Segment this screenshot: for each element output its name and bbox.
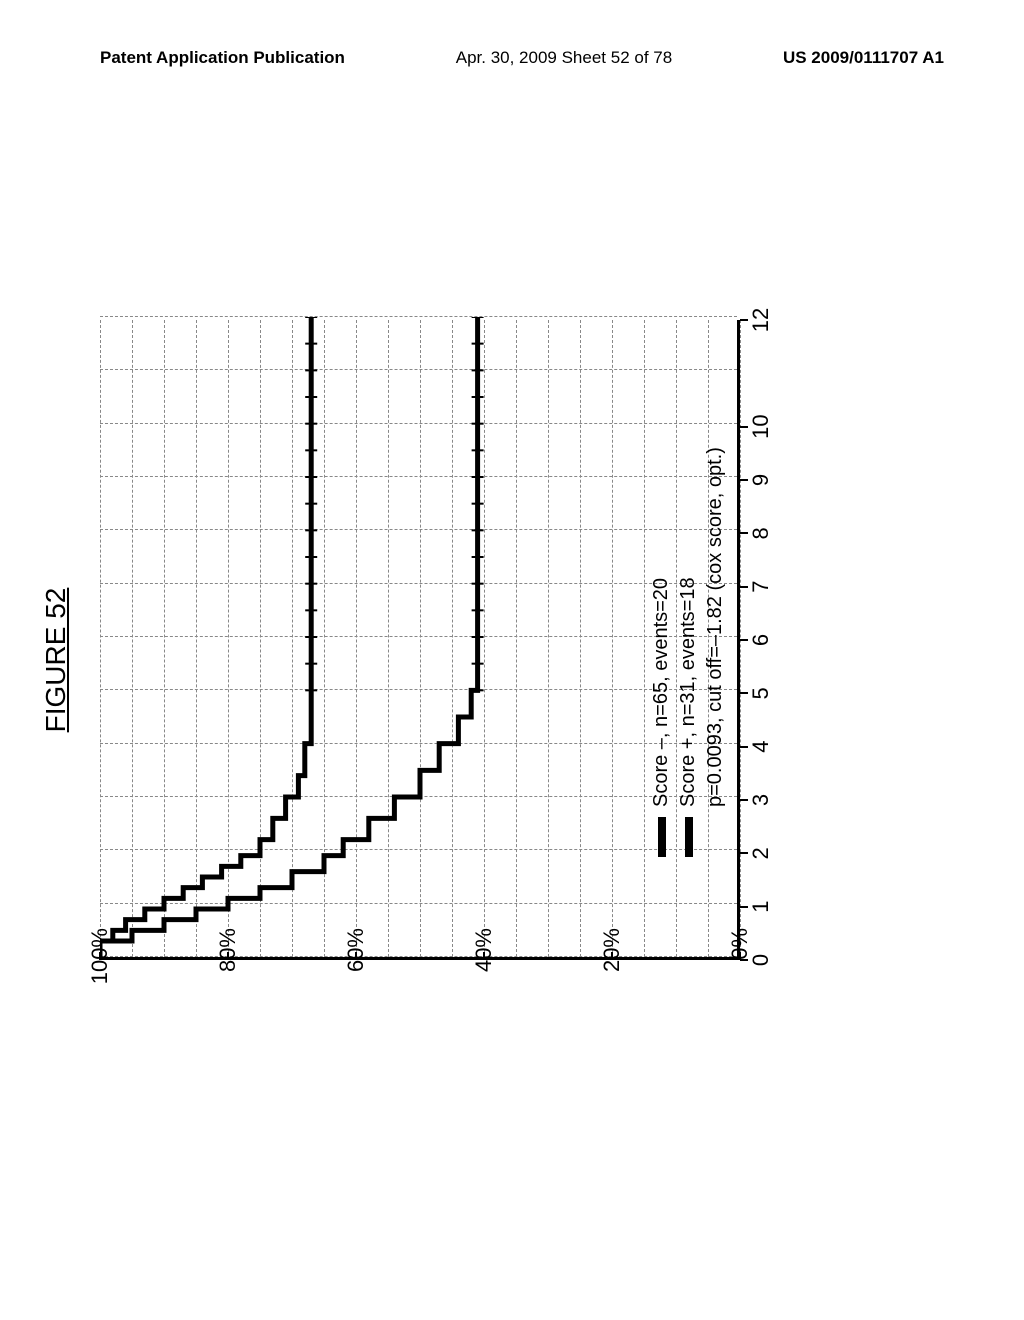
plot-area: Score –, n=65, events=20 Score +, n=31, … — [100, 320, 740, 960]
y-tick-label: 20% — [599, 928, 625, 972]
legend: Score –, n=65, events=20 Score +, n=31, … — [646, 447, 727, 857]
figure-52: FIGURE 52 Score –, n=65, events=20 Score… — [100, 280, 920, 1040]
legend-row-pvalue: p=0.0093, cut off=–1.82 (cox score, opt.… — [704, 447, 727, 857]
legend-text: Score –, n=65, events=20 — [650, 578, 673, 807]
y-tick-label: 80% — [215, 928, 241, 972]
x-tick-label: 0 — [748, 954, 774, 966]
x-tick-label: 10 — [748, 414, 774, 438]
header-right: US 2009/0111707 A1 — [783, 48, 944, 68]
x-tick-label: 1 — [748, 901, 774, 913]
x-tick-label: 12 — [748, 308, 774, 332]
y-tick-label: 40% — [471, 928, 497, 972]
page-header: Patent Application Publication Apr. 30, … — [0, 48, 1024, 68]
x-tick-label: 3 — [748, 794, 774, 806]
legend-text: p=0.0093, cut off=–1.82 (cox score, opt.… — [704, 447, 727, 807]
header-left: Patent Application Publication — [100, 48, 345, 68]
legend-swatch-icon — [685, 817, 693, 857]
x-tick-label: 8 — [748, 527, 774, 539]
y-tick-label: 60% — [343, 928, 369, 972]
x-tick-label: 2 — [748, 847, 774, 859]
legend-row-score-plus: Score +, n=31, events=18 — [677, 447, 700, 857]
x-tick-label: 5 — [748, 687, 774, 699]
figure-title: FIGURE 52 — [40, 588, 72, 733]
header-center: Apr. 30, 2009 Sheet 52 of 78 — [456, 48, 672, 68]
x-tick-label: 7 — [748, 581, 774, 593]
x-tick-label: 6 — [748, 634, 774, 646]
legend-swatch-icon — [658, 817, 666, 857]
x-tick-label: 9 — [748, 474, 774, 486]
x-tick-label: 4 — [748, 741, 774, 753]
legend-text: Score +, n=31, events=18 — [677, 577, 700, 807]
legend-row-score-minus: Score –, n=65, events=20 — [650, 447, 673, 857]
